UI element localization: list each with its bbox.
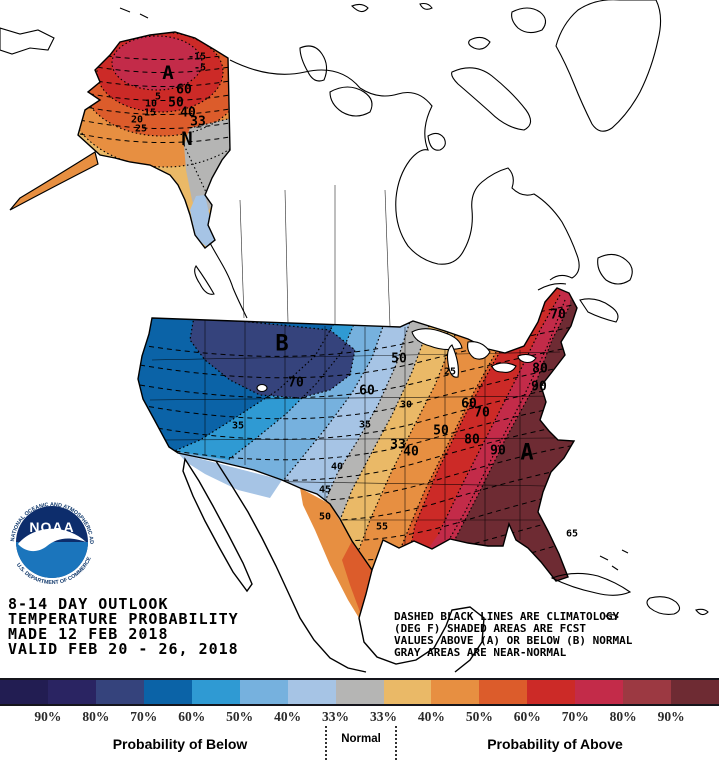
legend-swatch	[431, 680, 480, 704]
caribbean-islands	[550, 549, 709, 620]
coastlines	[77, 31, 578, 673]
legend-percent-label: 80%	[82, 709, 110, 724]
legend-percent-row: 90% 80% 70% 60% 50% 40% 33% 33% 40% 50% 60% 70% 80% 9…	[0, 709, 719, 727]
map-area: A N B A 60 50 40 33 70 50 60 60 70 50 33 40 80 90 70 80 90 -1…	[0, 0, 709, 673]
north-america-map	[0, 0, 709, 673]
legend-caption-row: Probability of Below Normal Probability …	[0, 726, 719, 760]
legend: 90% 80% 70% 60% 50% 40% 33% 33% 40% 50% 60% 70% 80% 9…	[0, 678, 719, 760]
legend-color-bar	[0, 678, 719, 706]
legend-percent-label: 80%	[609, 709, 637, 724]
legend-percent-label: 50%	[226, 709, 254, 724]
legend-swatch	[527, 680, 576, 704]
legend-percent-label: 40%	[274, 709, 302, 724]
logo-acronym: NOAA	[29, 519, 74, 535]
great-lakes	[256, 328, 537, 393]
normal-divider-left	[325, 726, 327, 760]
normal-label: Normal	[341, 733, 381, 745]
alaska-shading	[78, 32, 230, 248]
legend-swatch	[623, 680, 672, 704]
legend-percent-label: 70%	[561, 709, 589, 724]
legend-swatch	[143, 680, 192, 704]
probability-of-above-label: Probability of Above	[487, 736, 623, 752]
legend-swatch	[575, 680, 624, 704]
title-line-2: TEMPERATURE PROBABILITY	[8, 610, 239, 628]
legend-swatch	[287, 680, 336, 704]
legend-swatch	[0, 680, 48, 704]
title-line-1: 8-14 DAY OUTLOOK	[8, 595, 169, 613]
annotation-line-4: GRAY AREAS ARE NEAR-NORMAL	[394, 646, 567, 659]
annotation-block: DASHED BLACK LINES ARE CLIMATOLOGY (DEG …	[394, 611, 632, 659]
probability-of-below-label: Probability of Below	[112, 736, 248, 752]
legend-percent-label: 90%	[34, 709, 62, 724]
legend-percent-label: 33%	[322, 709, 350, 724]
normal-divider-right	[395, 726, 397, 760]
aleutian-islands	[9, 151, 99, 211]
legend-swatch	[95, 680, 144, 704]
legend-percent-label: 90%	[657, 709, 685, 724]
title-block: 8-14 DAY OUTLOOK TEMPERATURE PROBABILITY…	[8, 597, 239, 657]
annotation-line-2: (DEG F) SHADED AREAS ARE FCST	[394, 622, 587, 635]
legend-swatch	[47, 680, 96, 704]
legend-swatch	[671, 680, 719, 704]
title-line-4: VALID FEB 20 - 26, 2018	[8, 640, 239, 658]
legend-swatch	[479, 680, 528, 704]
canada-outlines	[0, 0, 662, 327]
legend-percent-label: 40%	[417, 709, 445, 724]
legend-percent-label: 33%	[369, 709, 397, 724]
legend-swatch	[239, 680, 288, 704]
legend-percent-label: 70%	[130, 709, 158, 724]
noaa-logo: NOAA NATIONAL OCEANIC AND ATMOSPHERIC AD…	[3, 492, 100, 590]
legend-swatch	[383, 680, 432, 704]
legend-swatch	[191, 680, 240, 704]
annotation-line-3: VALUES ABOVE (A) OR BELOW (B) NORMAL	[394, 634, 633, 647]
legend-percent-label: 60%	[178, 709, 206, 724]
legend-percent-label: 60%	[513, 709, 541, 724]
legend-percent-label: 50%	[465, 709, 493, 724]
annotation-line-1: DASHED BLACK LINES ARE CLIMATOLOGY	[394, 610, 620, 623]
legend-swatch	[335, 680, 384, 704]
mexico-shading	[178, 453, 372, 618]
logo-gull-icon	[18, 528, 86, 552]
title-line-3: MADE 12 FEB 2018	[8, 625, 169, 643]
conus-shading	[138, 288, 577, 581]
